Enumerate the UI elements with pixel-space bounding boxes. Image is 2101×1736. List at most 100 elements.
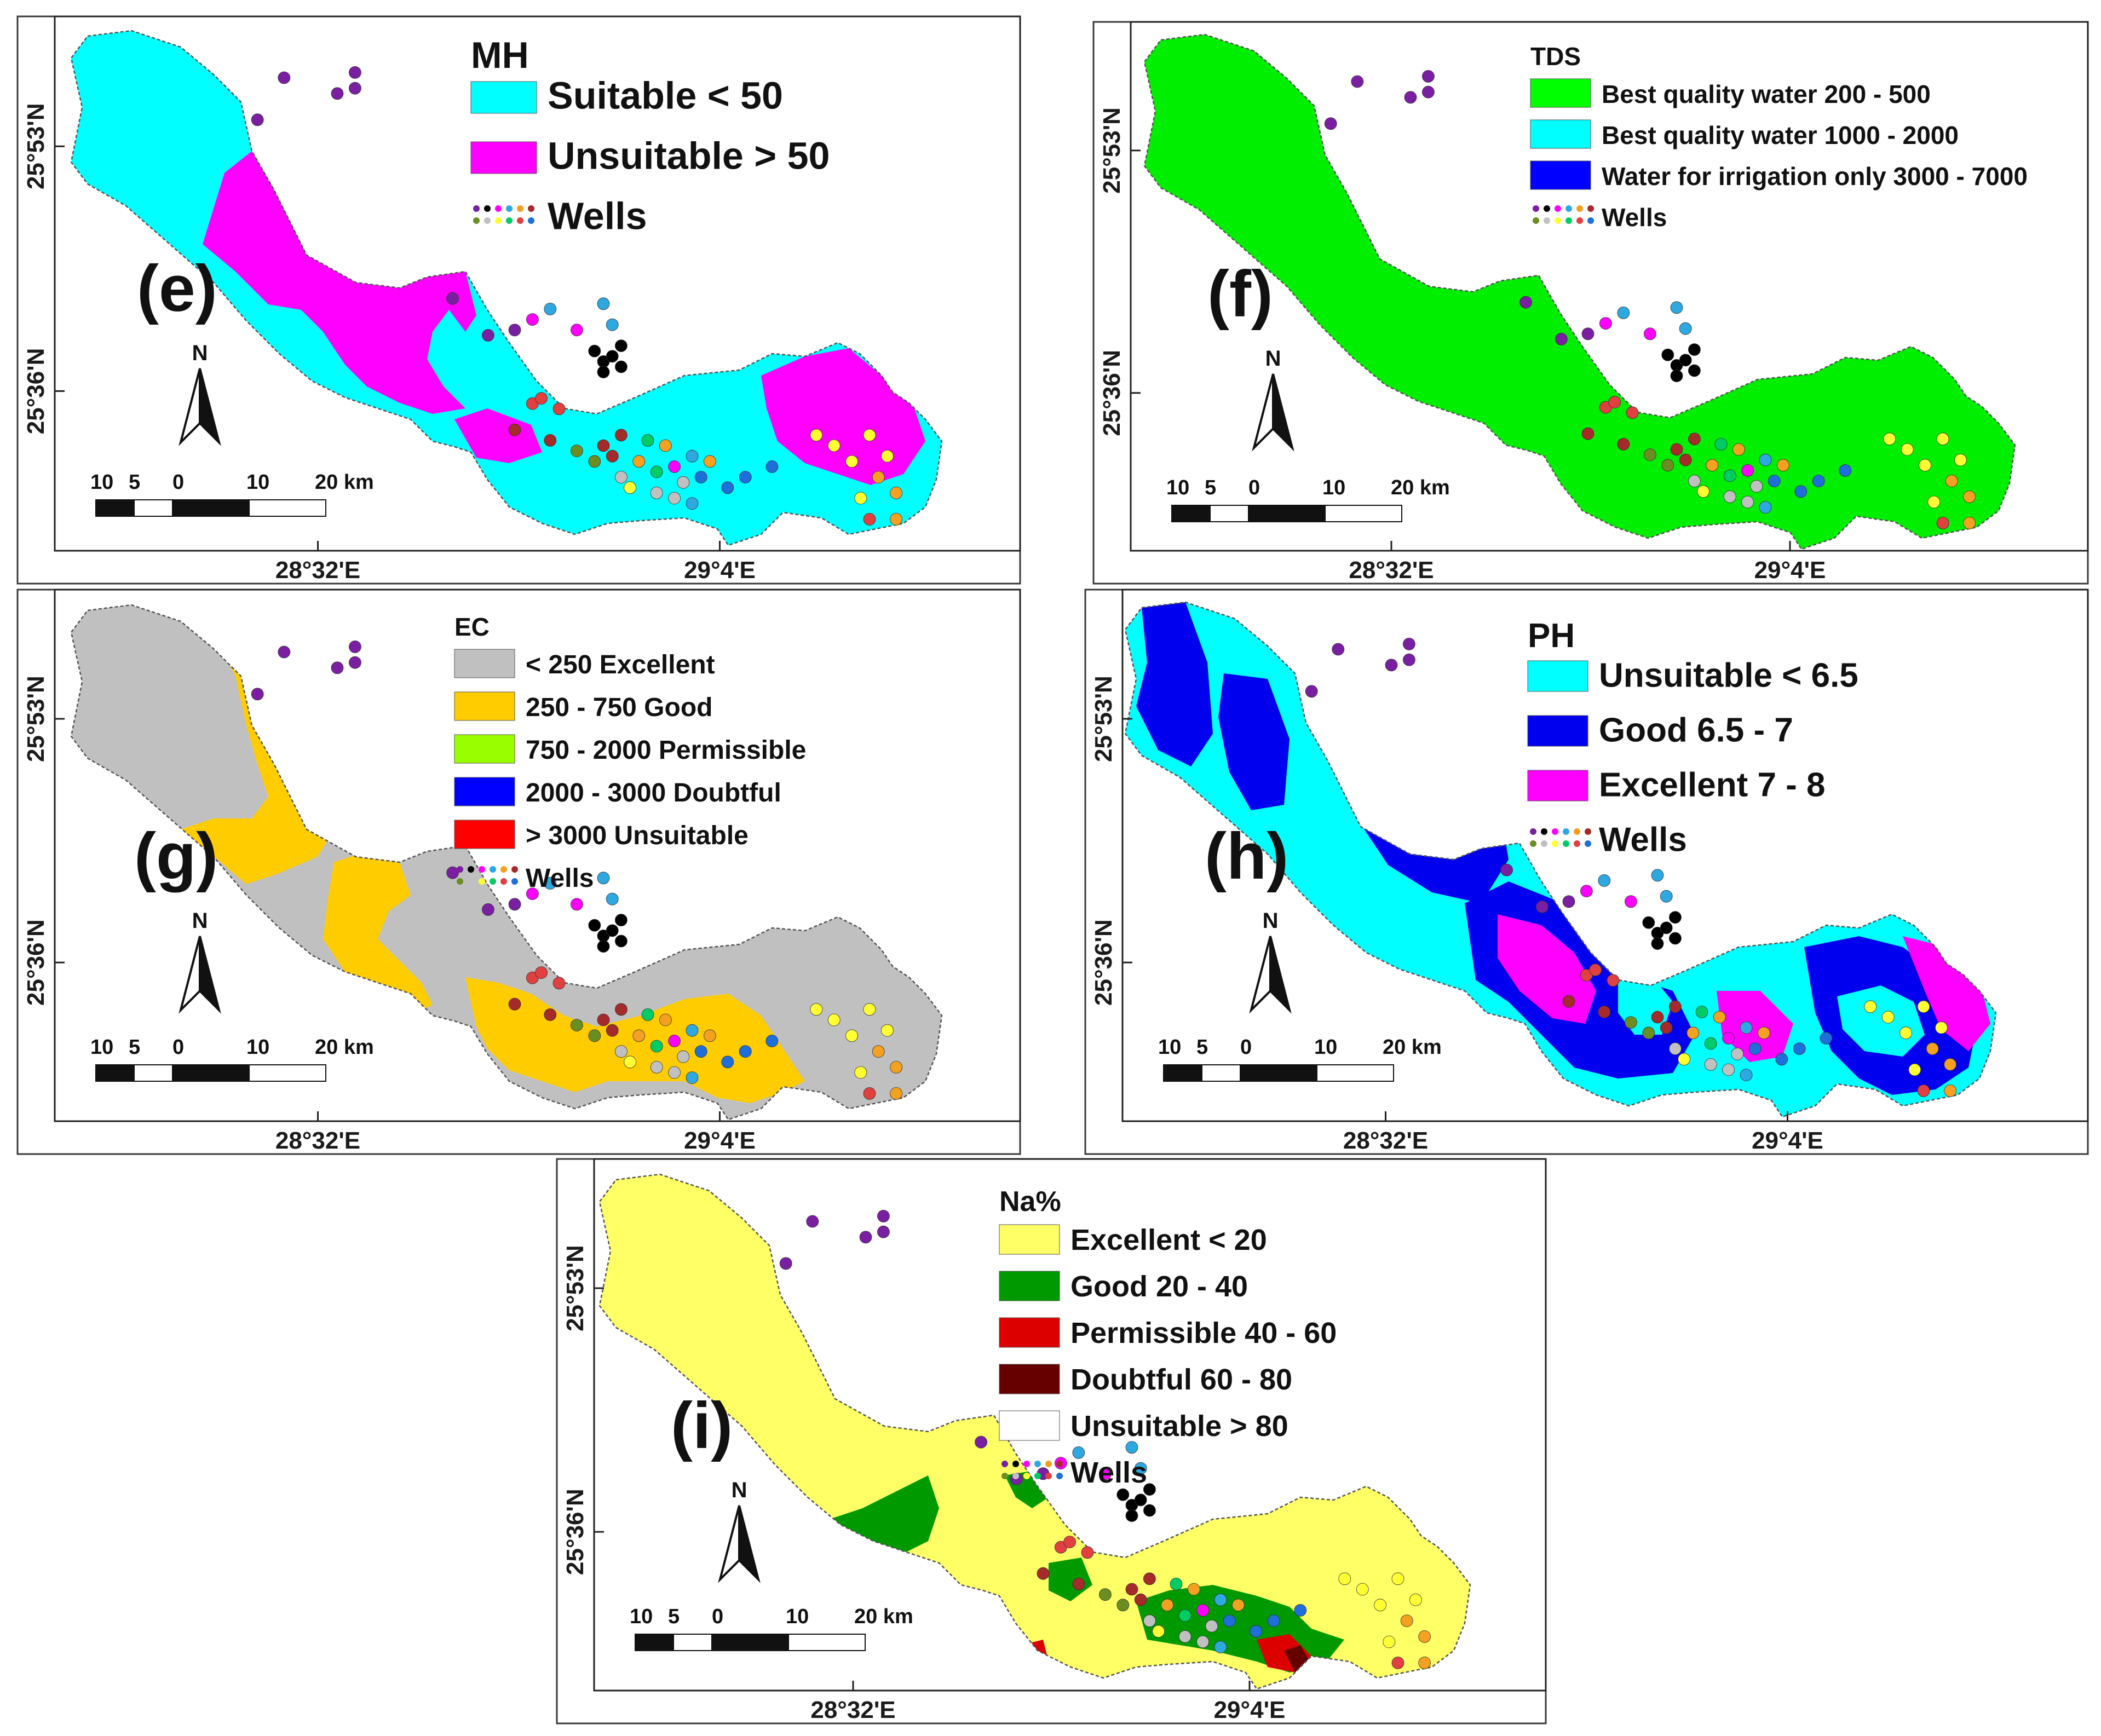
legend-well-dot (1533, 217, 1539, 224)
well-marker (278, 71, 291, 84)
legend-swatch (454, 691, 515, 721)
well-marker (890, 1087, 902, 1100)
well-marker (331, 87, 344, 100)
legend-well-dot (1565, 217, 1572, 224)
x-coordinate-label: 28°32'E (275, 557, 360, 584)
well-marker (1759, 501, 1772, 514)
well-marker (597, 1013, 610, 1026)
scale-bar: 10 5 0 10 20 km (1166, 476, 1450, 522)
legend-well-dot (1574, 840, 1580, 847)
well-marker (863, 513, 876, 526)
map-svg-h: PH Unsuitable < 6.5 Good 6.5 - 7 Excellent … (1084, 589, 2089, 1155)
legend-item-label: 2000 - 3000 Doubtful (526, 778, 781, 808)
north-arrow-icon: N (179, 341, 221, 446)
legend-title: TDS (1530, 42, 1581, 71)
study-boundary-e (70, 30, 943, 546)
well-marker (535, 392, 548, 405)
legend-item-label: Excellent < 20 (1070, 1224, 1267, 1256)
well-marker (765, 460, 779, 473)
well-marker (1099, 1467, 1112, 1480)
legend-well-dot (1544, 217, 1550, 224)
scale-label: 20 km (315, 471, 374, 494)
y-coordinate-label: 25°36'N (1090, 919, 1117, 1006)
base-class-e (71, 31, 942, 545)
well-marker (1500, 863, 1513, 876)
legend-well-dot (1552, 828, 1558, 835)
well-marker (1670, 370, 1683, 382)
well-marker (668, 460, 681, 473)
well-marker (251, 113, 264, 126)
north-arrow-icon: N (1249, 909, 1292, 1014)
well-marker (1063, 1536, 1076, 1548)
well-marker (765, 1035, 779, 1047)
north-label: N (732, 1478, 747, 1502)
well-marker (588, 1029, 601, 1042)
well-marker (1901, 443, 1914, 456)
map-panel-g: EC < 250 Excellent 250 - 750 Good 750 - 200… (16, 589, 1021, 1155)
well-marker (544, 303, 557, 315)
map-svg-i: Na% Excellent < 20 Good 20 - 40 Permissible… (556, 1158, 1547, 1725)
legend-well-dot (517, 205, 523, 212)
well-marker (597, 439, 610, 452)
well-marker (588, 919, 601, 932)
scale-label: 10 (246, 471, 269, 494)
well-marker (1669, 1000, 1682, 1013)
well-marker (1125, 1583, 1138, 1596)
well-marker (1644, 448, 1656, 461)
well-marker (1936, 517, 1949, 529)
legend-well-dot (1585, 828, 1591, 835)
legend-swatch (999, 1364, 1060, 1394)
legend-well-dot (1530, 828, 1536, 835)
well-marker (1651, 1011, 1664, 1024)
well-marker (632, 1029, 646, 1042)
well-marker (677, 476, 690, 489)
scale-label: 10 (786, 1605, 809, 1628)
scale-label: 10 (1166, 476, 1189, 499)
well-marker (1536, 901, 1549, 913)
legend-swatch (999, 1224, 1060, 1255)
north-arrow-icon: N (179, 909, 221, 1014)
well-marker (659, 439, 672, 452)
well-marker (827, 1013, 841, 1026)
legend-swatch (454, 777, 515, 806)
legend-g: EC < 250 Excellent 250 - 750 Good 750 - 200… (454, 613, 806, 893)
legend-well-dot (1034, 1461, 1041, 1467)
well-marker (615, 1045, 628, 1058)
well-marker (1777, 459, 1789, 472)
scale-label: 5 (1196, 1036, 1208, 1059)
well-marker (1072, 1578, 1085, 1590)
well-marker (721, 1056, 734, 1069)
well-marker (1759, 453, 1772, 466)
panel-label-i: (i) (671, 1389, 733, 1462)
legend-well-dot (457, 866, 463, 873)
well-marker (1722, 1032, 1735, 1045)
y-coordinate-label: 25°36'N (22, 348, 49, 435)
well-marker (1750, 480, 1763, 493)
well-marker (1794, 485, 1808, 498)
legend-well-dot (1001, 1461, 1008, 1467)
class-zone-h-8 (1837, 985, 1925, 1057)
well-marker (1864, 1000, 1877, 1013)
well-marker (845, 1029, 858, 1042)
legend-well-dot (1533, 205, 1539, 212)
well-marker (1134, 1462, 1147, 1475)
well-marker (1839, 464, 1852, 477)
well-marker (615, 471, 628, 483)
coordinate-labels-i: 28°32'E 29°4'E 25°53'N 25°36'N (562, 1245, 1285, 1723)
well-marker (1688, 364, 1701, 377)
well-marker (810, 429, 823, 442)
well-marker (1945, 475, 1958, 487)
map-panel-i: Na% Excellent < 20 Good 20 - 40 Permissible… (556, 1158, 1547, 1725)
well-marker (1072, 1446, 1085, 1459)
well-marker (1670, 443, 1683, 456)
x-coordinate-label: 29°4'E (684, 557, 756, 584)
well-marker (1642, 1026, 1655, 1040)
well-marker (863, 1003, 876, 1016)
legend-well-dot (479, 866, 485, 873)
well-marker (349, 656, 361, 669)
well-marker (1917, 1085, 1930, 1097)
well-marker (597, 872, 610, 885)
legend-title: MH (471, 34, 529, 76)
legend-well-dot (1001, 1473, 1008, 1479)
class-zone-e-1 (454, 408, 542, 463)
